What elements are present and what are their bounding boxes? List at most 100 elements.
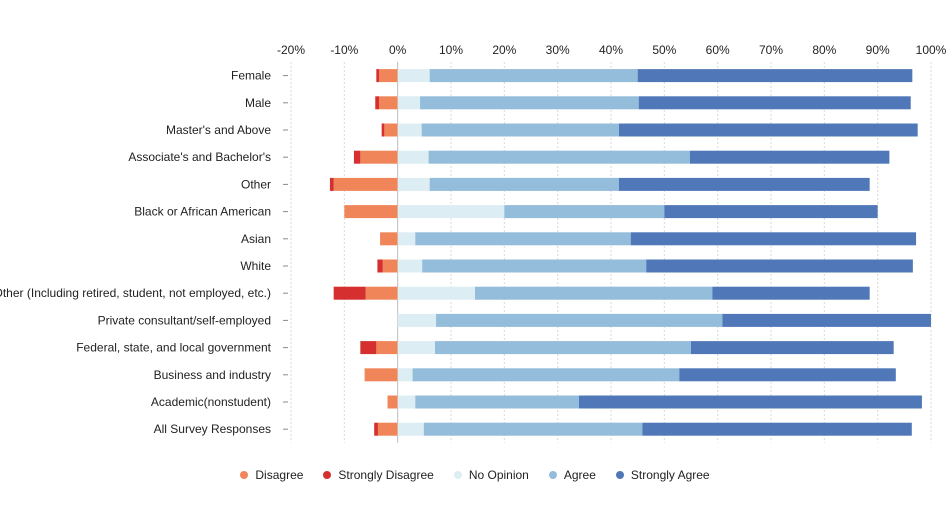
legend-marker <box>453 471 462 479</box>
x-tick-label: 80% <box>812 43 836 57</box>
category-label: Academic(nonstudent) <box>151 395 271 409</box>
bar-strongly-disagree <box>353 150 361 164</box>
category-label: Female <box>231 69 271 83</box>
category-label: Black or African American <box>134 205 271 219</box>
bar-disagree <box>379 96 398 110</box>
legend-marker <box>548 471 557 479</box>
gridlines <box>290 62 932 443</box>
legend-label: Strongly Agree <box>630 468 710 482</box>
bar-strongly-agree <box>722 313 931 327</box>
x-axis-tick-labels: -20% -10% 0% 10% 20% 30% 40% 50% 60% 70% 80% 90% 100… <box>277 43 947 57</box>
bar-strongly-disagree <box>360 341 377 355</box>
category-label: Federal, state, and local government <box>76 341 271 355</box>
x-tick-label: 70% <box>759 43 783 57</box>
bar-disagree <box>376 341 398 355</box>
category-label: Male <box>245 96 271 110</box>
bar-no-opinion <box>397 232 416 246</box>
bar-no-opinion <box>397 96 421 110</box>
bar-strongly-agree <box>691 341 894 355</box>
x-tick-label: 60% <box>706 43 730 57</box>
y-axis-category-labels: Female Male Master's and Above Associate's … <box>0 69 288 436</box>
bar-disagree <box>364 368 398 382</box>
bar-no-opinion <box>397 205 505 219</box>
legend-marker <box>615 471 624 479</box>
bar-disagree <box>377 422 398 436</box>
category-label: Other <box>241 177 271 191</box>
bar-no-opinion <box>397 313 437 327</box>
bar-no-opinion <box>397 259 423 273</box>
category-label: Asian <box>241 232 271 246</box>
bar-strongly-agree <box>712 286 870 300</box>
legend-item: Disagree <box>240 468 303 482</box>
x-tick-label: 10% <box>439 43 463 57</box>
bar-disagree <box>365 286 398 300</box>
x-tick-label: -10% <box>330 43 358 57</box>
bar-disagree <box>379 69 398 83</box>
category-label: All Survey Responses <box>154 422 271 436</box>
bar-agree <box>429 69 638 83</box>
bar-agree <box>415 395 579 409</box>
bar-strongly-agree <box>619 177 870 191</box>
bar-no-opinion <box>397 341 435 355</box>
bar-no-opinion <box>397 177 430 191</box>
legend-item: No Opinion <box>453 468 529 482</box>
bar-strongly-agree <box>638 96 911 110</box>
category-label: White <box>240 259 271 273</box>
category-label: Business and industry <box>154 368 271 382</box>
bar-strongly-agree <box>630 232 917 246</box>
legend-label: Strongly Disagree <box>338 468 434 482</box>
legend-label: No Opinion <box>468 468 529 482</box>
bar-agree <box>475 286 713 300</box>
x-tick-label: 20% <box>492 43 516 57</box>
bar-strongly-disagree <box>375 96 379 110</box>
x-tick-label: 0% <box>389 43 407 57</box>
category-label: Private consultant/self-employed <box>98 313 271 327</box>
bar-strongly-agree <box>689 150 890 164</box>
bar-disagree <box>380 232 398 246</box>
legend-item: Agree <box>548 468 596 482</box>
bar-disagree <box>333 177 398 191</box>
bar-no-opinion <box>397 123 422 137</box>
bar-strongly-agree <box>646 259 913 273</box>
bars <box>329 69 931 436</box>
category-label: Associate's and Bachelor's <box>128 150 271 164</box>
bar-strongly-disagree <box>381 123 385 137</box>
bar-agree <box>412 368 680 382</box>
x-tick-label: 40% <box>599 43 623 57</box>
bar-agree <box>421 123 619 137</box>
bar-disagree <box>344 205 398 219</box>
bar-strongly-agree <box>619 123 918 137</box>
bar-no-opinion <box>397 368 413 382</box>
bar-no-opinion <box>397 422 424 436</box>
bar-agree <box>435 341 691 355</box>
category-label: Master's and Above <box>166 123 271 137</box>
bar-strongly-disagree <box>377 259 383 273</box>
bar-strongly-agree <box>642 422 912 436</box>
bar-strongly-disagree <box>376 69 379 83</box>
legend-marker <box>240 471 249 479</box>
bar-agree <box>436 313 723 327</box>
legend-item: Strongly Disagree <box>323 468 434 482</box>
bar-agree <box>504 205 665 219</box>
bar-strongly-disagree <box>374 422 378 436</box>
x-tick-label: 50% <box>652 43 676 57</box>
x-tick-label: -20% <box>277 43 305 57</box>
bar-agree <box>423 422 643 436</box>
bar-strongly-agree <box>679 368 896 382</box>
category-label: Other (Including retired, student, not e… <box>0 286 271 300</box>
bar-disagree <box>384 123 398 137</box>
x-tick-label: 30% <box>546 43 570 57</box>
bar-strongly-agree <box>637 69 913 83</box>
legend-label: Agree <box>563 468 596 482</box>
legend-marker <box>323 471 332 479</box>
legend-label: Disagree <box>255 468 304 482</box>
bar-agree <box>415 232 631 246</box>
x-tick-label: 90% <box>866 43 890 57</box>
bar-strongly-agree <box>664 205 878 219</box>
bar-strongly-disagree <box>333 286 366 300</box>
bar-no-opinion <box>397 69 430 83</box>
bar-no-opinion <box>397 150 429 164</box>
bar-disagree <box>382 259 398 273</box>
